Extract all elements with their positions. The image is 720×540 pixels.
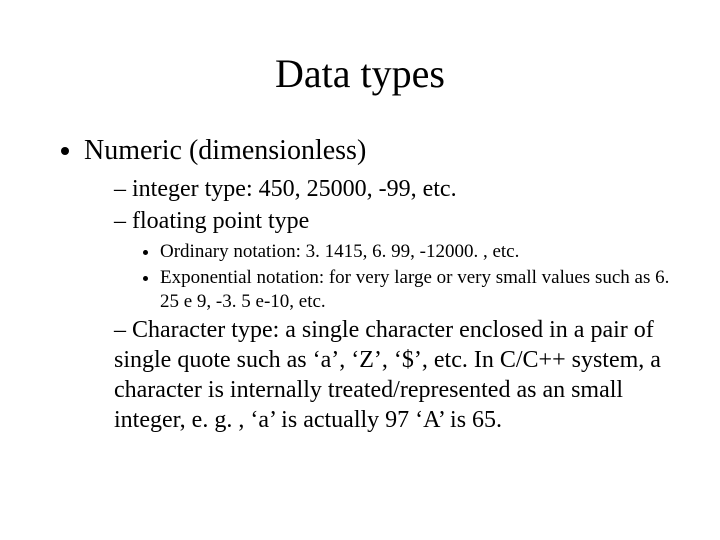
bullet-text: Exponential notation: for very large or … [160, 267, 669, 312]
list-item: Exponential notation: for very large or … [160, 266, 670, 314]
bullet-text: floating point type [132, 208, 309, 234]
list-item: Numeric (dimensionless) integer type: 45… [84, 133, 670, 435]
bullet-text: Character type: a single character enclo… [114, 317, 661, 433]
list-item: integer type: 450, 25000, -99, etc. [114, 174, 670, 204]
list-item: Character type: a single character enclo… [114, 315, 670, 435]
bullet-text: integer type: 450, 25000, -99, etc. [132, 176, 457, 202]
list-item: floating point type Ordinary notation: 3… [114, 206, 670, 313]
list-item: Ordinary notation: 3. 1415, 6. 99, -1200… [160, 240, 670, 264]
bullet-text: Ordinary notation: 3. 1415, 6. 99, -1200… [160, 241, 519, 262]
slide: Data types Numeric (dimensionless) integ… [0, 0, 720, 540]
bullet-text: Numeric (dimensionless) [84, 135, 366, 166]
bullet-list-level3: Ordinary notation: 3. 1415, 6. 99, -1200… [114, 240, 670, 313]
slide-title: Data types [50, 50, 670, 97]
bullet-list-level2: integer type: 450, 25000, -99, etc. floa… [84, 174, 670, 435]
bullet-list-level1: Numeric (dimensionless) integer type: 45… [50, 133, 670, 435]
